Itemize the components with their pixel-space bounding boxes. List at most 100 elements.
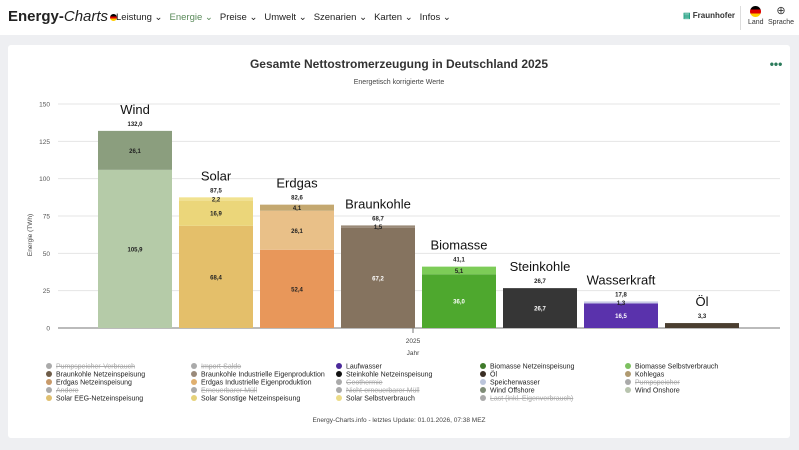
bar-segment-wind-onshore [98, 169, 172, 328]
legend-item[interactable]: Braunkohle Industrielle Eigenproduktion [191, 371, 325, 380]
data-label: 4,1 [293, 206, 302, 212]
legend-item[interactable]: Laufwasser [336, 363, 382, 372]
legend-dot-icon [480, 371, 486, 377]
nav-szenarien[interactable]: Szenarien ⌄ [313, 12, 368, 23]
fraunhofer-logo[interactable]: ▤ Fraunhofer [683, 11, 736, 20]
legend-item[interactable]: Wind Onshore [625, 387, 680, 396]
total-label: 82,6 [291, 196, 303, 202]
data-label: 26,1 [291, 229, 303, 235]
legend-item[interactable]: Andere [46, 387, 79, 396]
legend-item[interactable]: Import-Saldo [191, 363, 241, 372]
legend-dot-icon [191, 379, 197, 385]
legend-item[interactable]: Biomasse Netzeinspeisung [480, 363, 574, 372]
legend-dot-icon [480, 395, 486, 401]
sprache-label: Sprache [768, 19, 795, 26]
legend-dot-icon [480, 379, 486, 385]
legend-item[interactable]: Last (inkl. Eigenverbrauch) [480, 395, 573, 404]
legend-item[interactable]: Solar Selbstverbrauch [336, 395, 415, 404]
legend-item[interactable]: Nicht-erneuerbarer Müll [336, 387, 420, 396]
legend-label: Wind Offshore [490, 387, 535, 395]
legend-dot-icon [191, 371, 197, 377]
legend-item[interactable]: Pumpspeicher-Verbrauch [46, 363, 135, 372]
category-label: Steinkohle [510, 259, 571, 274]
nav-infos[interactable]: Infos ⌄ [419, 12, 451, 23]
legend-item[interactable]: Pumpspeicher [625, 379, 680, 388]
nav-umwelt[interactable]: Umwelt ⌄ [264, 12, 307, 23]
legend-item[interactable]: Steinkohle Netzeinspeisung [336, 371, 432, 380]
legend-label: Last (inkl. Eigenverbrauch) [490, 395, 574, 403]
legend-label: Speicherwasser [490, 379, 540, 387]
legend-label: Nicht-erneuerbarer Müll [346, 387, 420, 395]
legend-item[interactable]: Öl [480, 371, 497, 380]
land-button[interactable]: Land [748, 6, 764, 26]
legend-item[interactable]: Geothermie [336, 379, 383, 388]
data-label: 68,4 [210, 275, 222, 281]
nav-leistung[interactable]: Leistung ⌄ [116, 12, 163, 23]
legend-item[interactable]: Erdgas Netzeinspeisung [46, 379, 132, 388]
nav-karten[interactable]: Karten ⌄ [374, 12, 413, 23]
legend-dot-icon [46, 395, 52, 401]
legend-item[interactable]: Solar EEG-Netzeinspeisung [46, 395, 143, 404]
energy-charts-logo[interactable]: Energy-Charts [8, 8, 118, 25]
data-label: 2,2 [212, 197, 221, 203]
more-options-icon: ••• [770, 57, 783, 71]
legend-item[interactable]: Wind Offshore [480, 387, 535, 396]
germany-flag-icon [110, 14, 118, 21]
data-label: 1,5 [374, 225, 383, 231]
bar-segment-braunkohle-industrielle-eigenproduktion [341, 225, 415, 228]
total-label: 68,7 [372, 216, 384, 222]
legend-label: Erdgas Netzeinspeisung [56, 379, 132, 387]
data-label: 16,5 [615, 314, 627, 320]
logo-text: Energy- [8, 8, 64, 25]
legend-dot-icon [46, 379, 52, 385]
legend-dot-icon [46, 371, 52, 377]
bar-segment-kohlegas [260, 204, 334, 211]
nav-preise[interactable]: Preise ⌄ [219, 12, 258, 23]
y-axis-label: Energie (TWh) [27, 214, 34, 256]
language-button[interactable]: ⊕ Sprache [768, 6, 795, 27]
bar-segment-erdgas-industrielle-eigenproduktion [260, 210, 334, 250]
legend-dot-icon [625, 371, 631, 377]
main-nav: Leistung ⌄ Energie ⌄ Preise ⌄ Umwelt ⌄ Szena… [116, 12, 451, 23]
category-label: Solar [201, 168, 232, 183]
y-tick-label: 50 [43, 251, 51, 258]
legend-item[interactable]: Erdgas Industrielle Eigenproduktion [191, 379, 312, 388]
legend-label: Pumpspeicher-Verbrauch [56, 363, 135, 371]
legend-dot-icon [191, 363, 197, 369]
bar-chart: Gesamte Nettostromerzeugung in Deutschla… [27, 57, 783, 357]
bar-segment-öl [665, 323, 739, 328]
legend-dot-icon [480, 387, 486, 393]
category-label: Wind [120, 102, 150, 117]
x-axis-label: Jahr [407, 350, 420, 357]
total-label: 17,8 [615, 292, 627, 298]
total-label: 132,0 [127, 122, 143, 128]
nav-energie[interactable]: Energie ⌄ [169, 12, 213, 23]
legend-item[interactable]: Solar Sonstige Netzeinspeisung [191, 395, 300, 404]
footer-update: Energy-Charts.info - letztes Update: 01.… [312, 417, 486, 424]
chart-subtitle: Energetisch korrigierte Werte [354, 79, 445, 86]
data-label: 105,9 [127, 247, 143, 253]
bar-segment-biomasse-netzeinspeisung [422, 274, 496, 328]
legend-item[interactable]: Kohlegas [625, 371, 664, 380]
data-label: 26,1 [129, 149, 141, 155]
legend-label: Steinkohle Netzeinspeisung [346, 371, 433, 379]
legend-item[interactable]: Erneuerbarer Müll [191, 387, 257, 396]
legend-label: Andere [56, 387, 79, 395]
legend-dot-icon [480, 363, 486, 369]
y-tick-label: 150 [39, 102, 50, 109]
bar-segment-solar-sonstige-netzeinspeisung [179, 200, 253, 226]
y-tick-label: 75 [43, 214, 51, 221]
legend-dot-icon [625, 363, 631, 369]
germany-flag-icon [750, 6, 762, 17]
category-label: Braunkohle [345, 196, 411, 211]
legend-item[interactable]: Braunkohle Netzeinspeisung [46, 371, 145, 380]
legend-label: Geothermie [346, 379, 383, 387]
legend-item[interactable]: Speicherwasser [480, 379, 540, 388]
legend-label: Braunkohle Industrielle Eigenproduktion [201, 371, 325, 379]
legend-dot-icon [625, 387, 631, 393]
y-tick-label: 125 [39, 139, 50, 146]
category-label: Öl [696, 294, 709, 309]
legend-item[interactable]: Biomasse Selbstverbrauch [625, 363, 718, 372]
data-label: 36,0 [453, 300, 465, 306]
bar-segment-solar-selbstverbrauch [179, 197, 253, 201]
